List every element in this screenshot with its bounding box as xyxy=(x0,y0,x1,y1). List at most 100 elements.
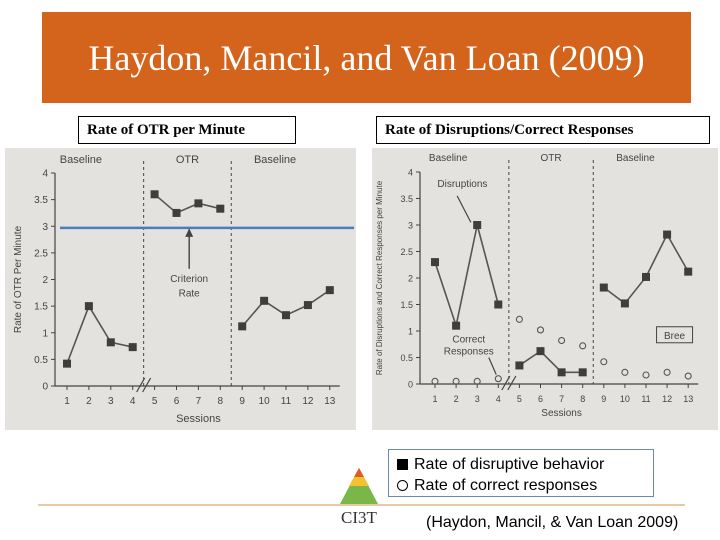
series-line xyxy=(518,350,583,374)
ci3t-logo-icon xyxy=(340,468,378,504)
x-tick-label: 11 xyxy=(641,394,650,404)
x-tick-label: 8 xyxy=(580,394,585,404)
x-tick-label: 3 xyxy=(475,394,480,404)
logo-text: CI3T xyxy=(341,508,377,527)
data-point-square xyxy=(620,299,629,308)
data-point-circle xyxy=(684,372,692,380)
x-tick-label: 11 xyxy=(281,396,292,407)
x-tick-label: 3 xyxy=(108,396,114,407)
x-tick-label: 9 xyxy=(601,394,606,404)
x-tick-label: 1 xyxy=(432,394,437,404)
data-point-circle xyxy=(452,377,460,385)
data-point-square xyxy=(473,221,482,229)
y-tick-label: 0.5 xyxy=(34,355,48,366)
data-point-square xyxy=(128,343,137,352)
x-tick-label: 2 xyxy=(454,394,459,404)
phase-label: OTR xyxy=(540,153,561,164)
legend-row-disruptive: Rate of disruptive behavior xyxy=(395,454,647,475)
data-point-square xyxy=(663,230,672,239)
bree-box xyxy=(656,326,694,344)
axis-break-mark xyxy=(136,377,146,393)
data-point-square xyxy=(452,321,461,330)
y-tick-label: 0 xyxy=(42,382,48,393)
x-tick-label: 1 xyxy=(64,396,70,407)
disruptions-chart-panel: 0 0.5 1 1.5 2 2.5 3 3.5 4 1 2 3 4 5 6 7 8 9 10 11 12 13 Baseli… xyxy=(372,148,718,430)
data-point-square xyxy=(515,361,524,370)
x-tick-label: 10 xyxy=(259,396,271,407)
y-tick-label: 3 xyxy=(42,222,48,233)
circle-marker-icon xyxy=(397,480,408,491)
data-point-circle xyxy=(515,315,523,323)
disruptions-arrow xyxy=(456,195,472,223)
data-point-square xyxy=(536,347,545,356)
data-point-circle xyxy=(663,368,671,376)
data-point-circle xyxy=(558,336,566,345)
y-axis-label: Rate of Disruptions and Correct Response… xyxy=(375,180,384,375)
axis-break-mark xyxy=(507,375,517,391)
slide-title: Haydon, Mancil, and Van Loan (2009) xyxy=(88,37,645,78)
x-tick-label: 12 xyxy=(302,396,314,407)
x-tick-label: 9 xyxy=(239,396,245,407)
otr-chart-panel: 0 0.5 1 1.5 2 2.5 3 3.5 4 1 2 3 4 5 6 7 8 9 10 11 12 13 Baseli… xyxy=(5,148,356,430)
legend-row-correct: Rate of correct responses xyxy=(395,475,647,496)
series-line xyxy=(603,232,689,305)
data-point-circle xyxy=(579,342,587,350)
data-point-square xyxy=(642,272,650,281)
data-point-square xyxy=(431,258,439,267)
annotation-criterion-line1: Criterion xyxy=(170,274,208,285)
data-point-square xyxy=(282,311,290,320)
y-tick-label: 2.5 xyxy=(400,247,413,257)
data-point-square xyxy=(303,301,312,310)
data-point-square xyxy=(578,368,587,377)
data-point-square xyxy=(494,300,503,309)
annotation-disruptions: Disruptions xyxy=(437,179,487,190)
y-tick-label: 3 xyxy=(408,221,413,231)
y-tick-label: 0.5 xyxy=(400,353,413,363)
annotation-bree: Bree xyxy=(664,331,686,342)
y-tick-label: 0 xyxy=(408,380,413,390)
legend-label-correct: Rate of correct responses xyxy=(414,477,598,494)
annotation-correct-line2: Responses xyxy=(444,346,494,357)
y-tick-label: 2 xyxy=(408,274,413,284)
x-tick-label: 5 xyxy=(517,394,522,404)
data-point-circle xyxy=(431,377,439,385)
x-tick-label: 4 xyxy=(496,394,501,404)
phase-label: Baseline xyxy=(616,153,655,164)
y-tick-label: 2 xyxy=(42,275,48,286)
y-axis-label: Rate of OTR Per Minute xyxy=(13,225,24,333)
x-tick-label: 12 xyxy=(662,394,672,404)
series-line xyxy=(154,193,221,214)
legend: Rate of disruptive behavior Rate of corr… xyxy=(388,449,654,497)
y-tick-label: 2.5 xyxy=(34,248,48,259)
data-point-square xyxy=(684,267,693,276)
data-point-circle xyxy=(600,358,608,366)
slide-title-bar: Haydon, Mancil, and Van Loan (2009) xyxy=(42,12,691,103)
otr-chart: 00.511.522.533.541 2 3 4 5 6 7 8 9 10 11 12 13Baseli… xyxy=(13,154,340,425)
x-tick-label: 6 xyxy=(538,394,543,404)
phase-label: Baseline xyxy=(429,153,468,164)
x-tick-label: 4 xyxy=(130,396,136,407)
data-point-circle xyxy=(473,377,481,385)
right-chart-caption: Rate of Disruptions/Correct Responses xyxy=(376,116,710,144)
phase-label: Baseline xyxy=(254,154,296,166)
x-axis-label: Sessions xyxy=(541,408,582,419)
y-tick-label: 3.5 xyxy=(34,195,48,206)
y-tick-label: 1 xyxy=(42,328,48,339)
data-point-circle xyxy=(536,326,545,334)
data-point-circle xyxy=(621,368,629,376)
data-point-square xyxy=(150,190,159,199)
series-line xyxy=(66,304,133,364)
annotation-correct-line1: Correct xyxy=(452,335,485,346)
x-tick-label: 13 xyxy=(683,394,693,404)
disruptions-chart: 00.511.522.533.541 2 3 4 5 6 7 8 9 10 11 12 13Baseli… xyxy=(375,153,699,419)
data-point-square xyxy=(325,286,334,295)
phase-label: Baseline xyxy=(60,154,102,166)
criterion-arrowhead xyxy=(185,228,194,237)
footer-divider xyxy=(38,504,685,506)
phase-label: OTR xyxy=(176,154,199,166)
data-point-square xyxy=(172,208,181,217)
y-tick-label: 1.5 xyxy=(34,302,48,313)
y-tick-label: 3.5 xyxy=(400,194,413,204)
data-point-square xyxy=(84,302,93,311)
data-point-square xyxy=(599,283,608,292)
